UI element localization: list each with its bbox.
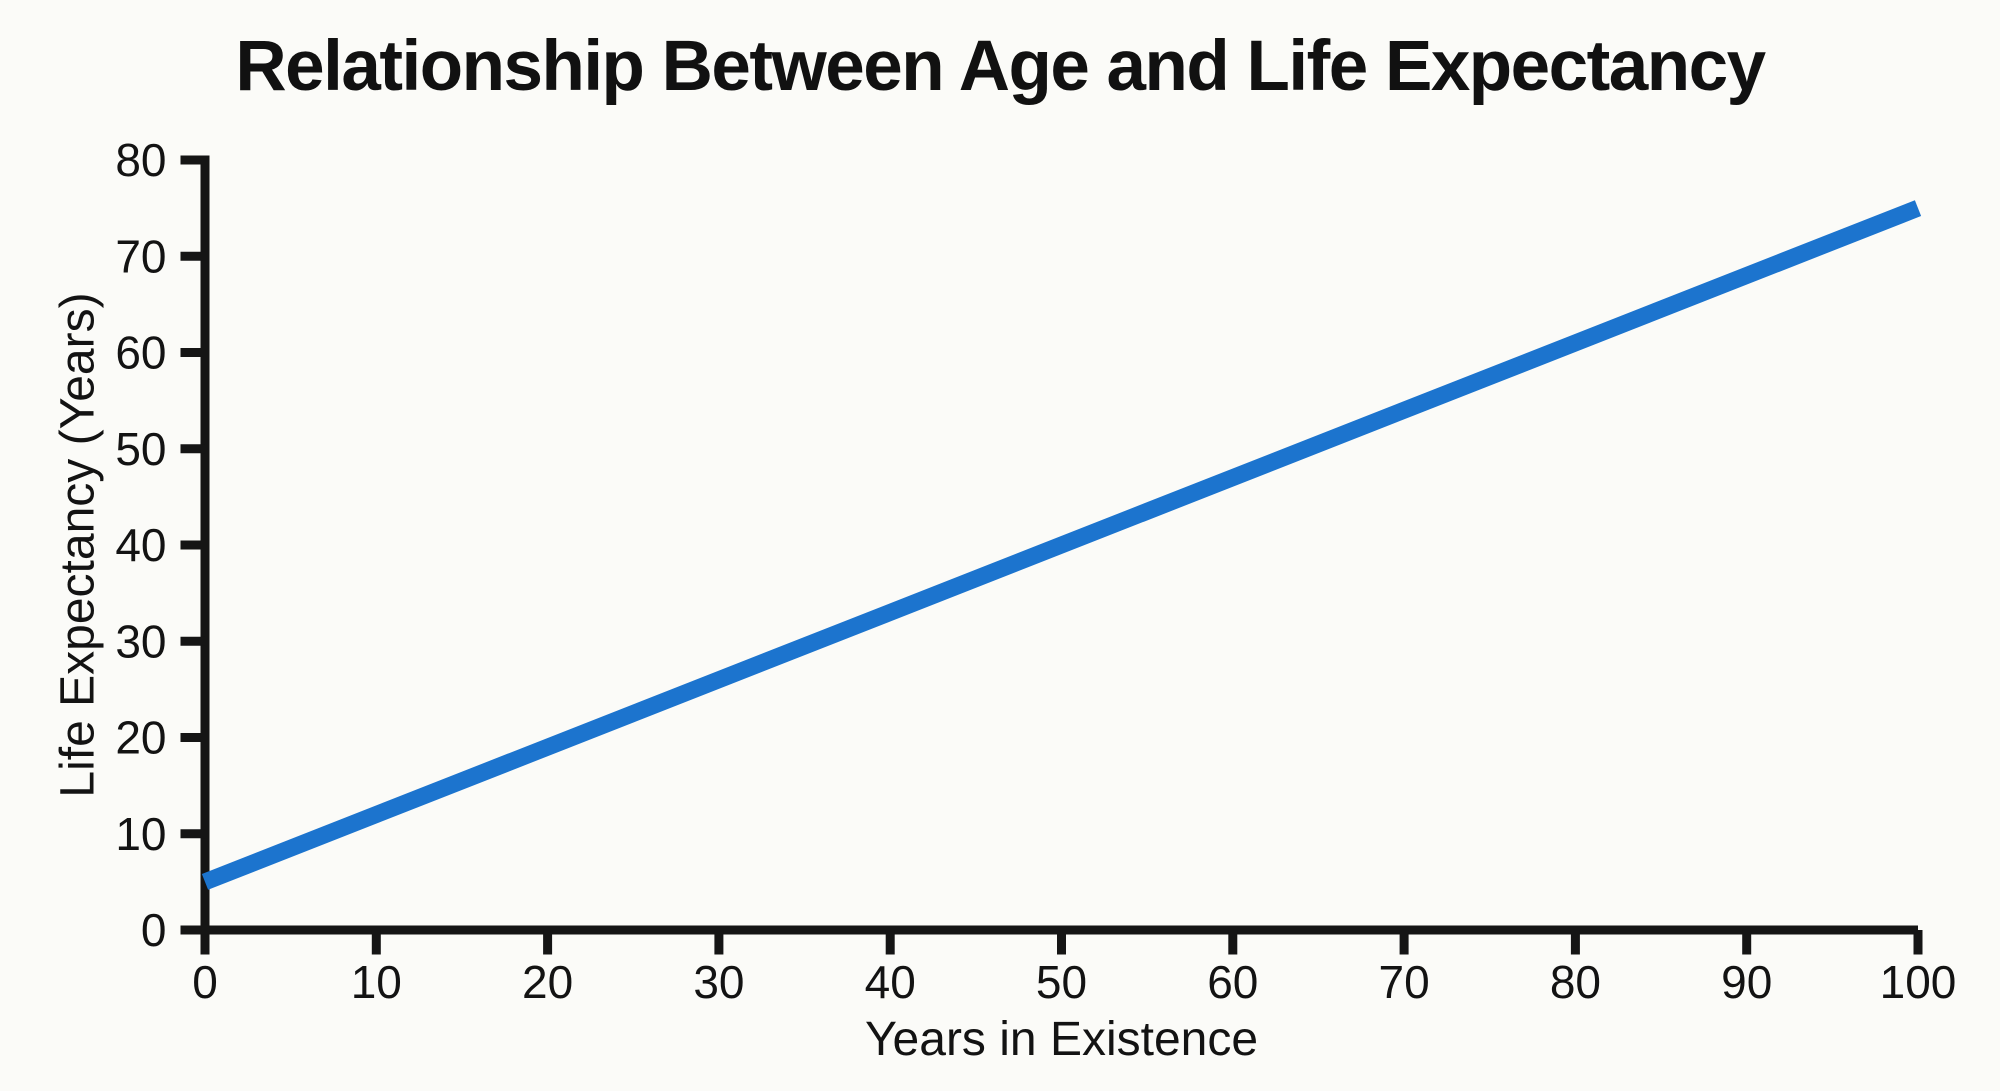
x-tick-label: 90	[1721, 956, 1772, 1008]
x-tick-label: 30	[693, 956, 744, 1008]
x-tick-label: 70	[1379, 956, 1430, 1008]
y-tick-label: 60	[115, 327, 166, 379]
y-tick-label: 0	[141, 904, 167, 956]
life-expectancy-line	[201, 200, 1922, 890]
x-tick-label: 20	[522, 956, 573, 1008]
y-tick-label: 70	[115, 230, 166, 282]
x-tick-label: 0	[192, 956, 218, 1008]
y-tick-label: 80	[115, 134, 166, 186]
x-tick-label: 60	[1207, 956, 1258, 1008]
x-tick-label: 80	[1550, 956, 1601, 1008]
y-tick-label: 20	[115, 712, 166, 764]
x-axis-label: Years in Existence	[864, 1013, 1259, 1066]
y-tick-label: 40	[115, 519, 166, 571]
x-tick-label: 40	[865, 956, 916, 1008]
y-axis-label: Life Expectancy (Years)	[51, 292, 105, 798]
y-tick-label: 50	[115, 423, 166, 475]
y-tick-label: 30	[115, 615, 166, 667]
x-tick-label: 10	[351, 956, 402, 1008]
y-tick-label: 10	[115, 808, 166, 860]
x-tick-label: 100	[1880, 956, 1957, 1008]
chart-title: Relationship Between Age and Life Expect…	[235, 27, 1766, 106]
x-tick-label: 50	[1036, 956, 1087, 1008]
